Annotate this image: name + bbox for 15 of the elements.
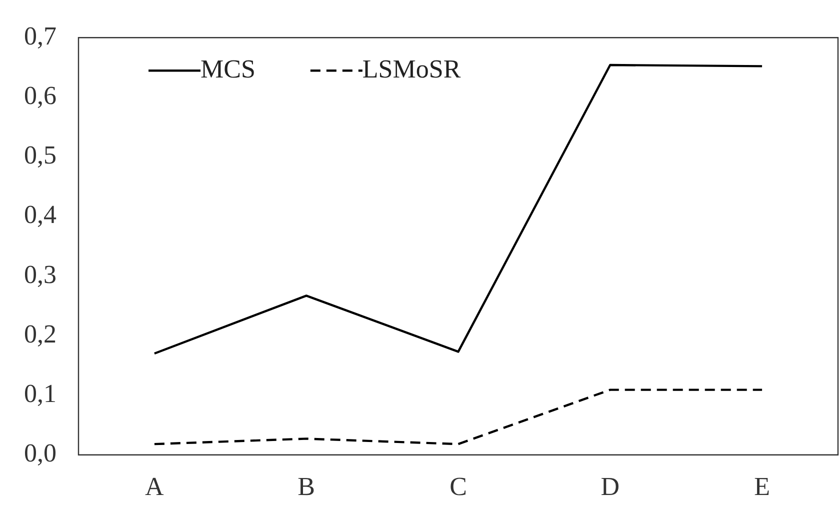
x-tick-label: C [450,472,467,502]
x-tick-label: E [754,472,770,502]
y-tick-label: 0,6 [24,81,56,110]
y-tick-label: 0,2 [24,319,56,348]
y-tick-label: 0,3 [24,260,56,289]
legend-label: LSMoSR [362,54,462,84]
x-tick-label: A [145,472,164,502]
x-tick-label: D [600,472,620,502]
y-tick-label: 0,0 [24,438,56,468]
y-tick-label: 0,1 [24,379,56,408]
y-tick-label: 0,5 [24,140,56,170]
legend-label: MCS [200,54,256,84]
x-tick-label: B [298,472,316,502]
y-tick-label: 0,4 [24,200,56,230]
y-tick-label: 0,7 [24,21,56,50]
